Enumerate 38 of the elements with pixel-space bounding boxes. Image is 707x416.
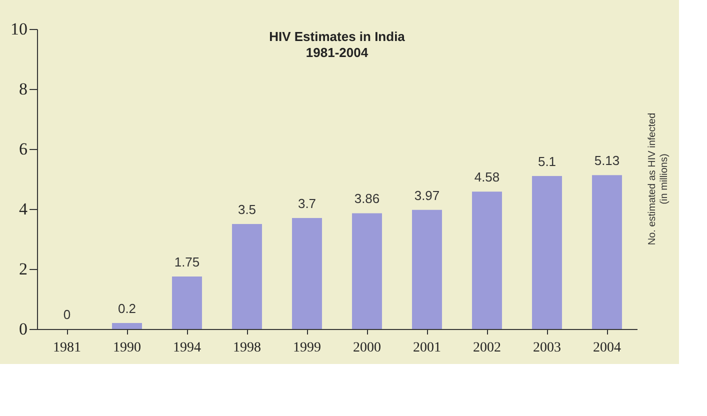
- bar: [532, 176, 562, 329]
- bar: [112, 323, 142, 329]
- x-tick-label: 2004: [593, 340, 621, 356]
- x-tick-label: 1999: [293, 340, 321, 356]
- bar: [412, 210, 442, 329]
- data-label: 0.2: [118, 301, 136, 316]
- y-tick-label: 10: [10, 20, 28, 38]
- bar: [172, 276, 202, 329]
- x-tick-label: 1990: [113, 340, 141, 356]
- x-tick-label: 2003: [533, 340, 561, 356]
- chart-title: HIV Estimates in India: [269, 29, 406, 44]
- data-label: 3.7: [298, 196, 316, 211]
- text: 1981-2004: [306, 45, 369, 60]
- x-tick-label: 1981: [53, 340, 81, 356]
- x-tick-label: 2000: [353, 340, 381, 356]
- data-label: 3.86: [354, 191, 380, 206]
- y-tick-label: 0: [19, 320, 28, 338]
- x-tick-label: 2001: [413, 340, 441, 356]
- x-tick-label: 2002: [473, 340, 501, 356]
- x-tick-label: 1994: [173, 340, 201, 356]
- data-label: 3.97: [414, 188, 440, 203]
- data-label: 3.5: [238, 202, 256, 217]
- y-tick-label: 2: [19, 260, 28, 278]
- bar: [472, 192, 502, 329]
- y-tick-label: 6: [19, 140, 28, 158]
- y-tick-label: 8: [19, 80, 28, 98]
- y-axis-title: No. estimated as HIV infected (in millions): [647, 112, 670, 246]
- bar: [232, 224, 262, 329]
- y-tick-label: 4: [19, 200, 28, 218]
- bar: [292, 218, 322, 329]
- data-label: 1.75: [174, 254, 200, 270]
- bar: [592, 175, 622, 329]
- data-label: 4.58: [474, 170, 500, 185]
- data-label: 0: [63, 307, 71, 322]
- data-label: 5.13: [594, 153, 620, 168]
- bar: [352, 213, 382, 329]
- data-label: 5.1: [538, 154, 556, 169]
- x-tick-label: 1998: [233, 340, 261, 356]
